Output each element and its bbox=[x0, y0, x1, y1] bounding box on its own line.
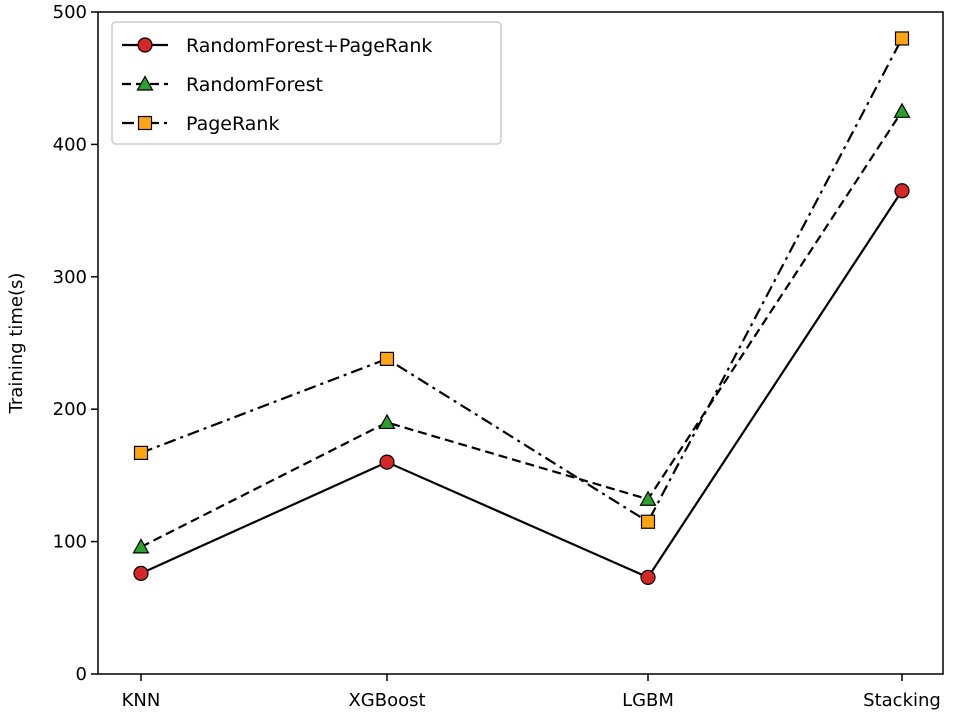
data-point bbox=[639, 490, 657, 506]
data-point bbox=[894, 31, 910, 46]
x-tick-label: Stacking bbox=[863, 690, 941, 711]
y-tick-label: 300 bbox=[53, 267, 87, 288]
y-tick-label: 200 bbox=[53, 399, 87, 420]
series-line bbox=[140, 190, 903, 579]
series-randomforest bbox=[132, 102, 911, 554]
legend-marker bbox=[136, 75, 154, 91]
legend: RandomForest+PageRank RandomForest PageRan… bbox=[111, 21, 502, 145]
y-tick-label: 0 bbox=[76, 664, 87, 685]
series-randomforest-pagerank bbox=[133, 183, 910, 585]
x-tick-label: XGBoost bbox=[348, 690, 425, 711]
data-point bbox=[379, 454, 395, 470]
data-point bbox=[894, 183, 910, 199]
series-pagerank bbox=[133, 31, 910, 529]
legend-box bbox=[111, 21, 502, 145]
plot-frame bbox=[97, 11, 944, 675]
series-line bbox=[140, 110, 903, 548]
data-point bbox=[640, 514, 656, 529]
data-point bbox=[378, 413, 396, 430]
x-tick-label: KNN bbox=[122, 690, 161, 711]
x-axis: KNN XGBoost LGBM Stacking bbox=[122, 674, 941, 711]
data-point bbox=[640, 569, 656, 585]
y-axis-label: Training time(s) bbox=[6, 273, 27, 415]
series-layer bbox=[132, 31, 911, 585]
legend-label: RandomForest+PageRank bbox=[186, 35, 432, 57]
legend-marker bbox=[137, 37, 153, 53]
data-point bbox=[133, 565, 149, 581]
y-tick-label: 400 bbox=[53, 134, 87, 155]
legend-label: PageRank bbox=[186, 113, 279, 135]
series-line bbox=[140, 37, 903, 524]
data-point bbox=[133, 445, 149, 460]
y-tick-label: 500 bbox=[53, 2, 87, 23]
y-axis: 0 100 200 300 400 500 bbox=[53, 2, 98, 685]
legend-label: RandomForest bbox=[186, 74, 323, 96]
legend-marker bbox=[137, 115, 153, 131]
data-point bbox=[379, 351, 395, 366]
y-tick-label: 100 bbox=[53, 532, 87, 553]
x-tick-label: LGBM bbox=[622, 690, 674, 711]
data-point bbox=[893, 102, 911, 118]
data-point bbox=[132, 538, 150, 554]
